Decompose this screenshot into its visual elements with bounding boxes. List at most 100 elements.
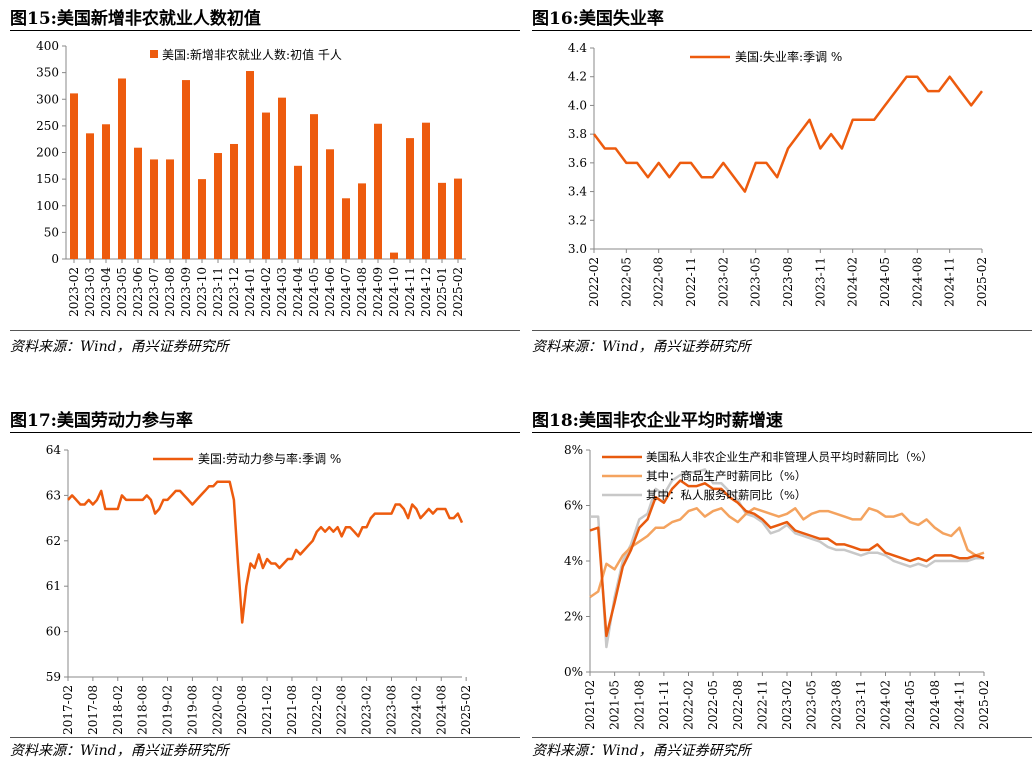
x-tick-label: 2023-11	[854, 680, 868, 730]
chart-title: 图16:美国失业率	[532, 9, 664, 29]
panel-fig17: 图17:美国劳动力参与率 59 60 61 62 63 64 2017-02 2017-08 2…	[10, 406, 520, 764]
y-tick-label: 350	[36, 66, 59, 80]
legend-swatch	[150, 50, 158, 58]
y-tick-label: 60	[46, 625, 61, 639]
y-tick-label: 4%	[564, 554, 583, 568]
legend-label: 美国:劳动力参与率:季调 %	[198, 451, 341, 466]
x-tick-label: 2021-02	[583, 680, 597, 730]
bar	[342, 198, 350, 259]
y-tick-label: 3.0	[568, 242, 587, 256]
x-tick-label: 2025-02	[459, 685, 473, 735]
x-tick-label: 2021-08	[285, 685, 299, 735]
x-tick-label: 2024-12	[419, 267, 433, 317]
x-tick-label: 2022-02	[587, 257, 601, 307]
x-tick-label: 2024-05	[878, 257, 892, 307]
x-tick-label: 2025-02	[451, 267, 465, 317]
title-rule	[532, 30, 1032, 31]
y-tick-label: 100	[36, 199, 59, 213]
bar	[86, 133, 94, 259]
y-tick-label: 4.2	[568, 70, 587, 84]
legend-label: 其中：商品生产时薪同比（%）	[646, 469, 806, 483]
x-tick-label: 2023-08	[384, 685, 398, 735]
bar	[102, 124, 110, 259]
y-tick-label: 2%	[564, 610, 583, 624]
bar	[278, 97, 286, 259]
bar	[70, 93, 78, 259]
y-tick-label: 0	[51, 252, 59, 266]
x-tick-label: 2021-02	[260, 685, 274, 735]
x-tick-label: 2024-02	[846, 257, 860, 307]
bar	[406, 138, 414, 259]
x-tick-label: 2025-02	[975, 257, 989, 307]
x-tick-label: 2024-11	[952, 680, 966, 730]
x-tick-label: 2021-05	[608, 680, 622, 730]
x-tick-label: 2024-05	[903, 680, 917, 730]
x-tick-label: 2023-02	[716, 257, 730, 307]
title-rule	[532, 432, 1032, 433]
source-note: 资料来源：Wind，甬兴证券研究所	[532, 339, 751, 355]
chart-title: 图18:美国非农企业平均时薪增速	[532, 411, 783, 431]
chart-18-plot: 0% 2% 4% 6% 8% 2021-02 2021-05 2021-08 2021-11 20…	[564, 443, 991, 730]
source-rule	[532, 737, 1032, 738]
x-tick-label: 2024-02	[259, 267, 273, 317]
bar	[422, 122, 430, 260]
y-tick-label: 4.0	[568, 98, 587, 112]
x-tick-label: 2025-01	[435, 267, 449, 317]
panel-fig16: 图16:美国失业率 3.0 3.2 3.4 3.6 3.8 4.0 4.2 4.4 2022-0…	[532, 4, 1032, 359]
legend-label: 其中：私人服务时薪同比（%）	[646, 488, 806, 502]
bar	[150, 159, 158, 259]
x-tick-label: 2023-09	[179, 267, 193, 317]
source-note: 资料来源：Wind，甬兴证券研究所	[532, 743, 751, 759]
x-tick-label: 2021-11	[657, 680, 671, 730]
x-tick-label: 2021-08	[632, 680, 646, 730]
x-tick-label: 2024-10	[387, 267, 401, 317]
x-tick-label: 2019-08	[185, 685, 199, 735]
x-tick-label: 2020-08	[235, 685, 249, 735]
bar	[230, 143, 238, 259]
bar	[390, 252, 398, 259]
bar	[118, 78, 126, 259]
y-tick-label: 3.8	[568, 127, 587, 141]
panel-fig15: 图15:美国新增非农就业人数初值 0 50 100 150 200 250 300 350 40…	[10, 4, 520, 359]
y-tick-label: 62	[46, 534, 61, 548]
legend-label: 美国:新增非农就业人数:初值 千人	[162, 47, 342, 62]
x-tick-label: 2022-02	[682, 680, 696, 730]
y-tick-label: 3.6	[568, 156, 587, 170]
x-tick-label: 2023-06	[131, 267, 145, 317]
x-tick-label: 2023-02	[360, 685, 374, 735]
bar	[134, 147, 142, 259]
x-tick-label: 2018-08	[136, 685, 150, 735]
bar	[326, 149, 334, 259]
x-tick-label: 2019-02	[161, 685, 175, 735]
x-tick-label: 2024-03	[275, 267, 289, 317]
x-tick-label: 2018-02	[111, 685, 125, 735]
y-tick-label: 400	[36, 39, 59, 53]
bar	[246, 71, 254, 259]
y-tick-label: 0%	[564, 665, 583, 679]
y-tick-label: 4.4	[568, 41, 587, 55]
x-tick-label: 2024-11	[943, 257, 957, 307]
source-note: 资料来源：Wind，甬兴证券研究所	[10, 743, 229, 759]
x-tick-label: 2023-10	[195, 267, 209, 317]
source-rule	[10, 737, 520, 738]
x-tick-label: 2023-05	[749, 257, 763, 307]
bar	[182, 80, 190, 259]
x-tick-label: 2024-01	[243, 267, 257, 317]
source-note: 资料来源：Wind，甬兴证券研究所	[10, 339, 229, 355]
x-tick-label: 2024-08	[355, 267, 369, 317]
x-tick-label: 2017-02	[61, 685, 75, 735]
series-line	[67, 480, 464, 624]
x-tick-label: 2023-07	[147, 267, 161, 317]
y-tick-label: 8%	[564, 443, 583, 457]
legend-label: 美国:失业率:季调 %	[735, 49, 842, 64]
x-tick-label: 2022-05	[706, 680, 720, 730]
x-tick-label: 2022-08	[335, 685, 349, 735]
y-tick-label: 150	[36, 172, 59, 186]
x-tick-label: 2023-04	[99, 267, 113, 317]
bar	[262, 112, 270, 259]
x-tick-label: 2022-11	[684, 257, 698, 307]
y-tick-label: 200	[36, 146, 59, 160]
bar	[438, 182, 446, 259]
x-tick-label: 2022-08	[731, 680, 745, 730]
